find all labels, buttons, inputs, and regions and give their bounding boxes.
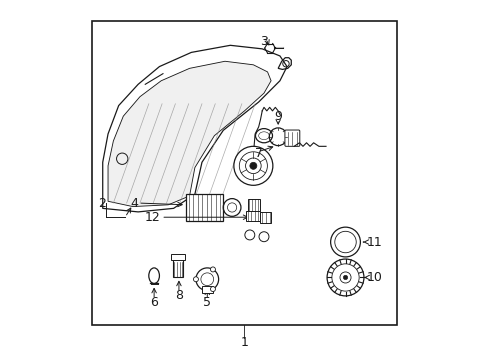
Circle shape <box>193 277 198 282</box>
FancyBboxPatch shape <box>173 258 183 278</box>
FancyBboxPatch shape <box>171 254 185 260</box>
Circle shape <box>210 267 215 272</box>
Circle shape <box>210 287 215 292</box>
Text: 6: 6 <box>150 296 158 309</box>
FancyBboxPatch shape <box>247 199 260 216</box>
Circle shape <box>343 275 347 280</box>
FancyBboxPatch shape <box>260 212 270 222</box>
FancyBboxPatch shape <box>285 130 299 146</box>
FancyBboxPatch shape <box>185 194 223 221</box>
Polygon shape <box>108 61 270 207</box>
Text: 10: 10 <box>366 271 382 284</box>
FancyBboxPatch shape <box>246 211 259 221</box>
Circle shape <box>249 162 256 169</box>
Text: 9: 9 <box>274 110 282 123</box>
Text: 8: 8 <box>175 289 183 302</box>
FancyBboxPatch shape <box>201 286 212 293</box>
Text: 7: 7 <box>254 147 262 160</box>
Text: 11: 11 <box>366 235 382 248</box>
Text: 4: 4 <box>130 197 138 210</box>
Text: 12: 12 <box>144 211 160 224</box>
Text: 3: 3 <box>260 35 267 48</box>
Text: 1: 1 <box>240 336 248 349</box>
Text: 5: 5 <box>203 296 211 309</box>
Bar <box>92 21 396 325</box>
Text: 2: 2 <box>98 197 106 210</box>
